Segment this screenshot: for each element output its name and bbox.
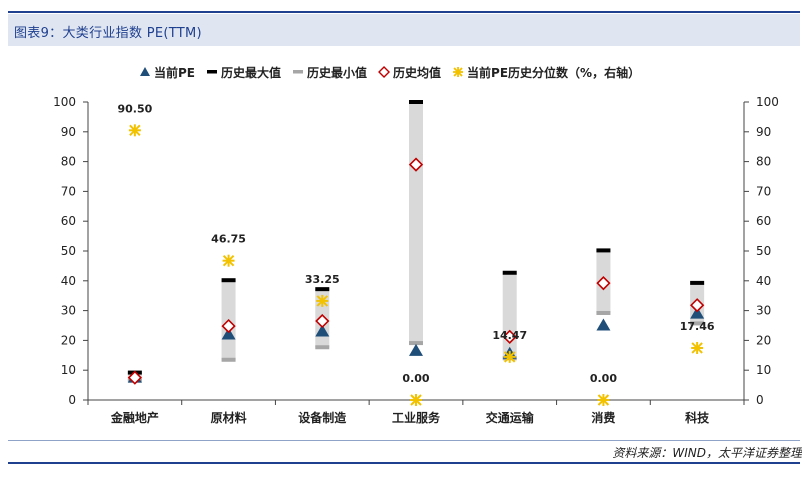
- y-tick-label-left: 10: [61, 363, 76, 377]
- percentile-data-label: 33.25: [305, 273, 340, 286]
- average-marker: [408, 157, 424, 172]
- bottom-rule: [8, 462, 800, 464]
- average-marker: [127, 370, 142, 385]
- y-tick-label-right: 70: [756, 184, 771, 198]
- y-tick-label-right: 100: [756, 95, 779, 109]
- percentile-data-label: 46.75: [211, 233, 246, 246]
- legend-average-symbol: [378, 66, 391, 78]
- y-tick-label-right: 30: [756, 304, 771, 318]
- legend-label: 当前PE: [154, 65, 195, 80]
- y-tick-label-right: 40: [756, 274, 771, 288]
- y-tick-label-right: 20: [756, 333, 771, 347]
- y-tick-label-left: 30: [61, 304, 76, 318]
- average-marker: [315, 313, 330, 329]
- y-tick-label-right: 50: [756, 244, 771, 258]
- average-marker: [596, 276, 611, 291]
- y-tick-label-left: 0: [68, 393, 76, 407]
- y-tick-label-right: 60: [756, 214, 771, 228]
- y-tick-label-right: 0: [756, 393, 764, 407]
- percentile-marker: [597, 394, 610, 406]
- percentile-marker: [691, 341, 704, 354]
- y-tick-label-left: 50: [61, 244, 76, 258]
- max-marker: [596, 248, 611, 253]
- max-marker: [502, 270, 517, 275]
- source-rule: [8, 440, 800, 441]
- y-tick-label-left: 90: [61, 125, 76, 139]
- min-marker: [315, 345, 330, 350]
- category-label: 设备制造: [298, 410, 347, 425]
- percentile-data-label: 90.50: [117, 102, 152, 115]
- source-note: 资料来源：WIND，太平洋证券整理: [612, 446, 802, 460]
- chart-title: 图表9：大类行业指数 PE(TTM): [14, 26, 202, 41]
- current-pe-marker: [221, 327, 236, 340]
- legend-label: 历史最小值: [307, 65, 367, 80]
- title-bar: [8, 14, 800, 46]
- legend-label: 当前PE历史分位数（%，右轴）: [467, 65, 640, 80]
- y-tick-label-right: 80: [756, 155, 771, 169]
- y-tick-label-left: 70: [61, 184, 76, 198]
- current-pe-marker: [315, 324, 330, 337]
- category-label: 工业服务: [392, 410, 441, 425]
- legend-max-symbol: [207, 70, 217, 74]
- current-pe-marker: [690, 306, 705, 319]
- y-tick-label-left: 100: [53, 95, 76, 109]
- y-tick-label-left: 80: [61, 155, 76, 169]
- range-bar: [502, 272, 517, 359]
- percentile-marker: [222, 254, 235, 267]
- category-label: 原材料: [211, 410, 247, 425]
- y-tick-label-left: 20: [61, 333, 76, 347]
- max-marker: [315, 287, 330, 292]
- category-label: 科技: [685, 410, 710, 425]
- current-pe-marker: [596, 318, 611, 331]
- range-bar: [409, 102, 423, 344]
- min-marker: [596, 310, 611, 315]
- percentile-data-label: 17.46: [680, 320, 715, 333]
- legend-min-symbol: [293, 70, 304, 74]
- category-label: 交通运输: [486, 410, 535, 425]
- average-marker: [502, 329, 517, 344]
- y-tick-label-left: 60: [61, 214, 76, 228]
- top-rule: [8, 11, 800, 13]
- max-marker: [409, 100, 423, 104]
- y-tick-label-left: 40: [61, 274, 76, 288]
- percentile-marker: [128, 124, 141, 137]
- max-marker: [690, 280, 705, 285]
- legend-current-pe-symbol: [140, 67, 150, 76]
- average-marker: [690, 298, 705, 313]
- current-pe-marker: [409, 343, 423, 356]
- percentile-data-label: 0.00: [590, 372, 617, 385]
- percentile-data-label: 0.00: [402, 372, 429, 385]
- legend-percentile-stroke: [453, 67, 463, 77]
- max-marker: [221, 278, 236, 283]
- percentile-marker: [316, 294, 329, 307]
- category-label: 消费: [591, 410, 615, 425]
- percentile-marker: [503, 350, 516, 363]
- legend-percentile-symbol: [453, 67, 464, 77]
- percentile-marker: [410, 394, 422, 406]
- average-marker: [221, 318, 236, 334]
- y-tick-label-right: 10: [756, 363, 771, 377]
- legend-label: 历史均值: [393, 65, 441, 80]
- y-tick-label-right: 90: [756, 125, 771, 139]
- legend-label: 历史最大值: [221, 65, 281, 80]
- category-label: 金融地产: [110, 410, 159, 425]
- min-marker: [221, 357, 236, 362]
- percentile-data-label: 14.47: [492, 329, 527, 342]
- min-marker: [409, 341, 423, 346]
- min-marker: [690, 321, 705, 326]
